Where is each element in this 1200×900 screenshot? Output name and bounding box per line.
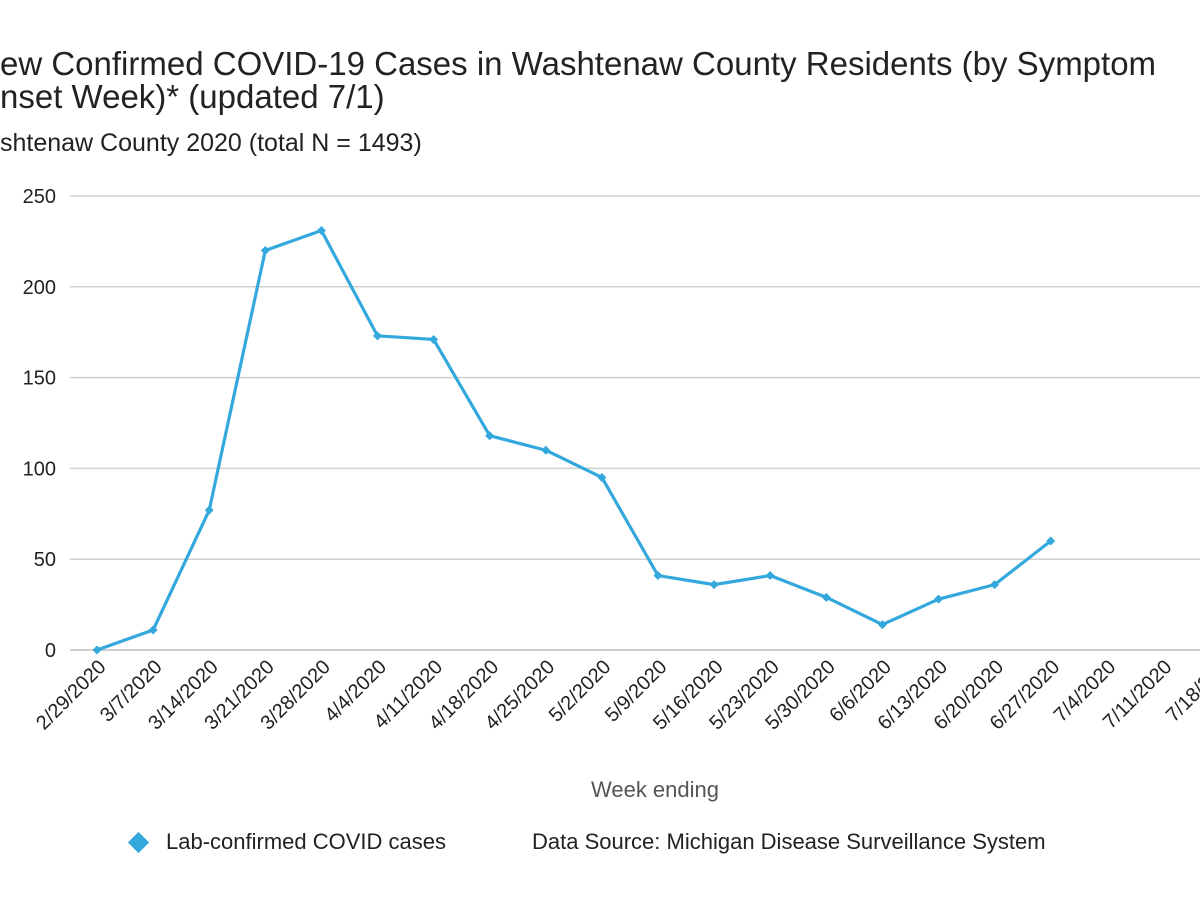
data-point-marker	[709, 580, 719, 590]
data-point-marker	[597, 472, 607, 482]
chart-title: ew Confirmed COVID-19 Cases in Washtenaw…	[0, 45, 1156, 115]
data-point-marker	[429, 334, 439, 344]
legend-label: Lab-confirmed COVID cases	[166, 829, 446, 854]
data-point-marker	[260, 245, 270, 255]
data-point-marker	[821, 592, 831, 602]
legend-marker-diamond-icon	[127, 831, 150, 854]
data-point-marker	[765, 571, 775, 581]
series-lab-confirmed	[92, 226, 1056, 655]
data-point-marker	[92, 645, 102, 655]
chart-title-line-1: ew Confirmed COVID-19 Cases in Washtenaw…	[0, 45, 1156, 82]
data-point-marker	[934, 594, 943, 604]
legend: Lab-confirmed COVID cases	[127, 829, 446, 854]
y-axis-tick-labels: 0 50 100 150 200 250	[23, 186, 56, 662]
data-point-marker	[877, 620, 887, 630]
data-point-marker	[148, 625, 158, 635]
data-point-marker	[485, 431, 495, 441]
y-tick-label: 150	[23, 368, 56, 390]
data-point-marker	[541, 445, 551, 455]
x-axis-tick-labels: 2/29/20203/7/20203/14/20203/21/20203/28/…	[32, 656, 1200, 734]
y-tick-label: 200	[23, 277, 56, 299]
y-tick-label: 0	[45, 640, 56, 662]
data-point-marker	[373, 331, 382, 341]
chart-title-line-2: nset Week)* (updated 7/1)	[0, 78, 385, 115]
data-point-marker	[653, 571, 663, 581]
y-tick-label: 50	[34, 549, 56, 571]
x-axis-title: Week ending	[591, 777, 719, 802]
data-point-marker	[204, 505, 214, 515]
y-tick-label: 100	[23, 458, 56, 480]
chart-subtitle: shtenaw County 2020 (total N = 1493)	[0, 129, 422, 157]
series-line	[95, 228, 1053, 652]
gridlines	[70, 195, 1200, 651]
data-point-marker	[990, 580, 1000, 590]
data-point-marker	[1046, 536, 1056, 546]
x-tick-label: 2/29/2020	[32, 656, 110, 734]
y-tick-label: 250	[23, 186, 56, 208]
data-point-marker	[316, 226, 326, 236]
data-source-note: Data Source: Michigan Disease Surveillan…	[532, 829, 1046, 854]
